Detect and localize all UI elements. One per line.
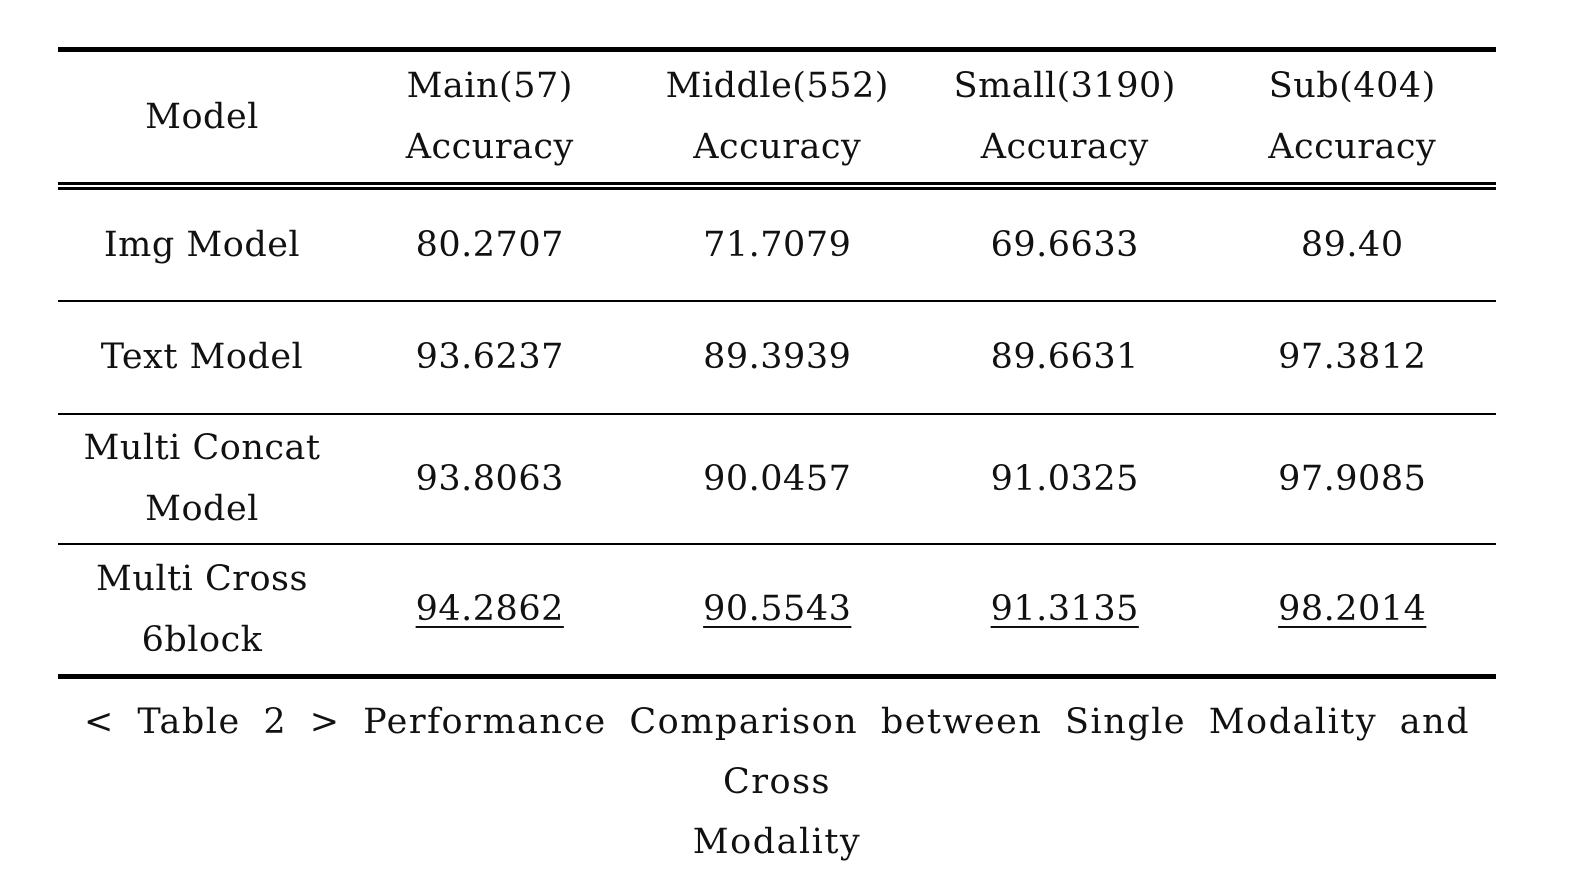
header-sub-metric: Accuracy <box>1268 127 1437 167</box>
row-model-line1: Text Model <box>100 337 304 377</box>
row-model-line1: Multi Concat <box>83 428 321 468</box>
cell-small-accuracy: 69.6633 <box>921 186 1209 302</box>
header-main: Main(57) Accuracy <box>346 47 634 190</box>
cell-main-accuracy: 80.2707 <box>346 186 634 302</box>
row-model-line2: 6block <box>141 619 263 660</box>
caption-line-2: Modality <box>692 822 862 862</box>
table-row-multi-concat: Multi Concat Model 93.8063 90.0457 91.03… <box>58 414 1496 545</box>
cell-sub-accuracy: 89.40 <box>1208 186 1496 302</box>
header-middle-metric: Accuracy <box>693 127 862 167</box>
best-value: 91.3135 <box>990 589 1139 629</box>
header-small: Small(3190) Accuracy <box>921 47 1209 190</box>
row-model-name: Text Model <box>58 301 346 415</box>
cell-middle-accuracy: 71.7079 <box>633 186 921 302</box>
row-model-line1: Multi Cross <box>96 558 308 599</box>
row-model-name: Multi Cross 6block <box>58 544 346 679</box>
table-header-row: Model Main(57) Accuracy Middle(552) Accu… <box>58 47 1496 190</box>
row-model-line1: Img Model <box>103 224 301 265</box>
header-small-metric: Accuracy <box>980 127 1149 167</box>
cell-middle-accuracy: 90.0457 <box>633 414 921 545</box>
header-main-name: Main(57) <box>406 66 573 106</box>
header-model-label: Model <box>145 96 259 137</box>
cell-main-accuracy: 93.6237 <box>346 301 634 415</box>
row-model-line2: Model <box>145 489 259 529</box>
header-small-name: Small(3190) <box>953 66 1176 106</box>
header-sub: Sub(404) Accuracy <box>1208 47 1496 190</box>
header-middle-name: Middle(552) <box>665 66 889 106</box>
cell-sub-accuracy: 97.9085 <box>1208 414 1496 545</box>
header-sub-name: Sub(404) <box>1268 66 1436 106</box>
table-row-text-model: Text Model 93.6237 89.3939 89.6631 97.38… <box>58 301 1496 415</box>
cell-sub-accuracy: 97.3812 <box>1208 301 1496 415</box>
header-model: Model <box>58 47 346 190</box>
cell-main-accuracy: 93.8063 <box>346 414 634 545</box>
table-caption: < Table 2 > Performance Comparison betwe… <box>58 692 1496 872</box>
cell-small-accuracy: 89.6631 <box>921 301 1209 415</box>
cell-small-accuracy: 91.0325 <box>921 414 1209 545</box>
caption-line-1: < Table 2 > Performance Comparison betwe… <box>83 702 1471 802</box>
cell-middle-accuracy-best: 90.5543 <box>633 544 921 679</box>
cell-sub-accuracy-best: 98.2014 <box>1208 544 1496 679</box>
row-model-name: Multi Concat Model <box>58 414 346 545</box>
cell-small-accuracy-best: 91.3135 <box>921 544 1209 679</box>
cell-middle-accuracy: 89.3939 <box>633 301 921 415</box>
table-row-multi-cross: Multi Cross 6block 94.2862 90.5543 91.31… <box>58 544 1496 679</box>
results-table-container: Model Main(57) Accuracy Middle(552) Accu… <box>58 47 1496 679</box>
best-value: 98.2014 <box>1278 589 1427 629</box>
row-model-name: Img Model <box>58 186 346 302</box>
header-middle: Middle(552) Accuracy <box>633 47 921 190</box>
cell-main-accuracy-best: 94.2862 <box>346 544 634 679</box>
header-main-metric: Accuracy <box>405 127 574 167</box>
table-row-img-model: Img Model 80.2707 71.7079 69.6633 89.40 <box>58 186 1496 302</box>
performance-comparison-table: Model Main(57) Accuracy Middle(552) Accu… <box>58 47 1496 679</box>
best-value: 94.2862 <box>415 589 564 629</box>
best-value: 90.5543 <box>703 589 852 629</box>
